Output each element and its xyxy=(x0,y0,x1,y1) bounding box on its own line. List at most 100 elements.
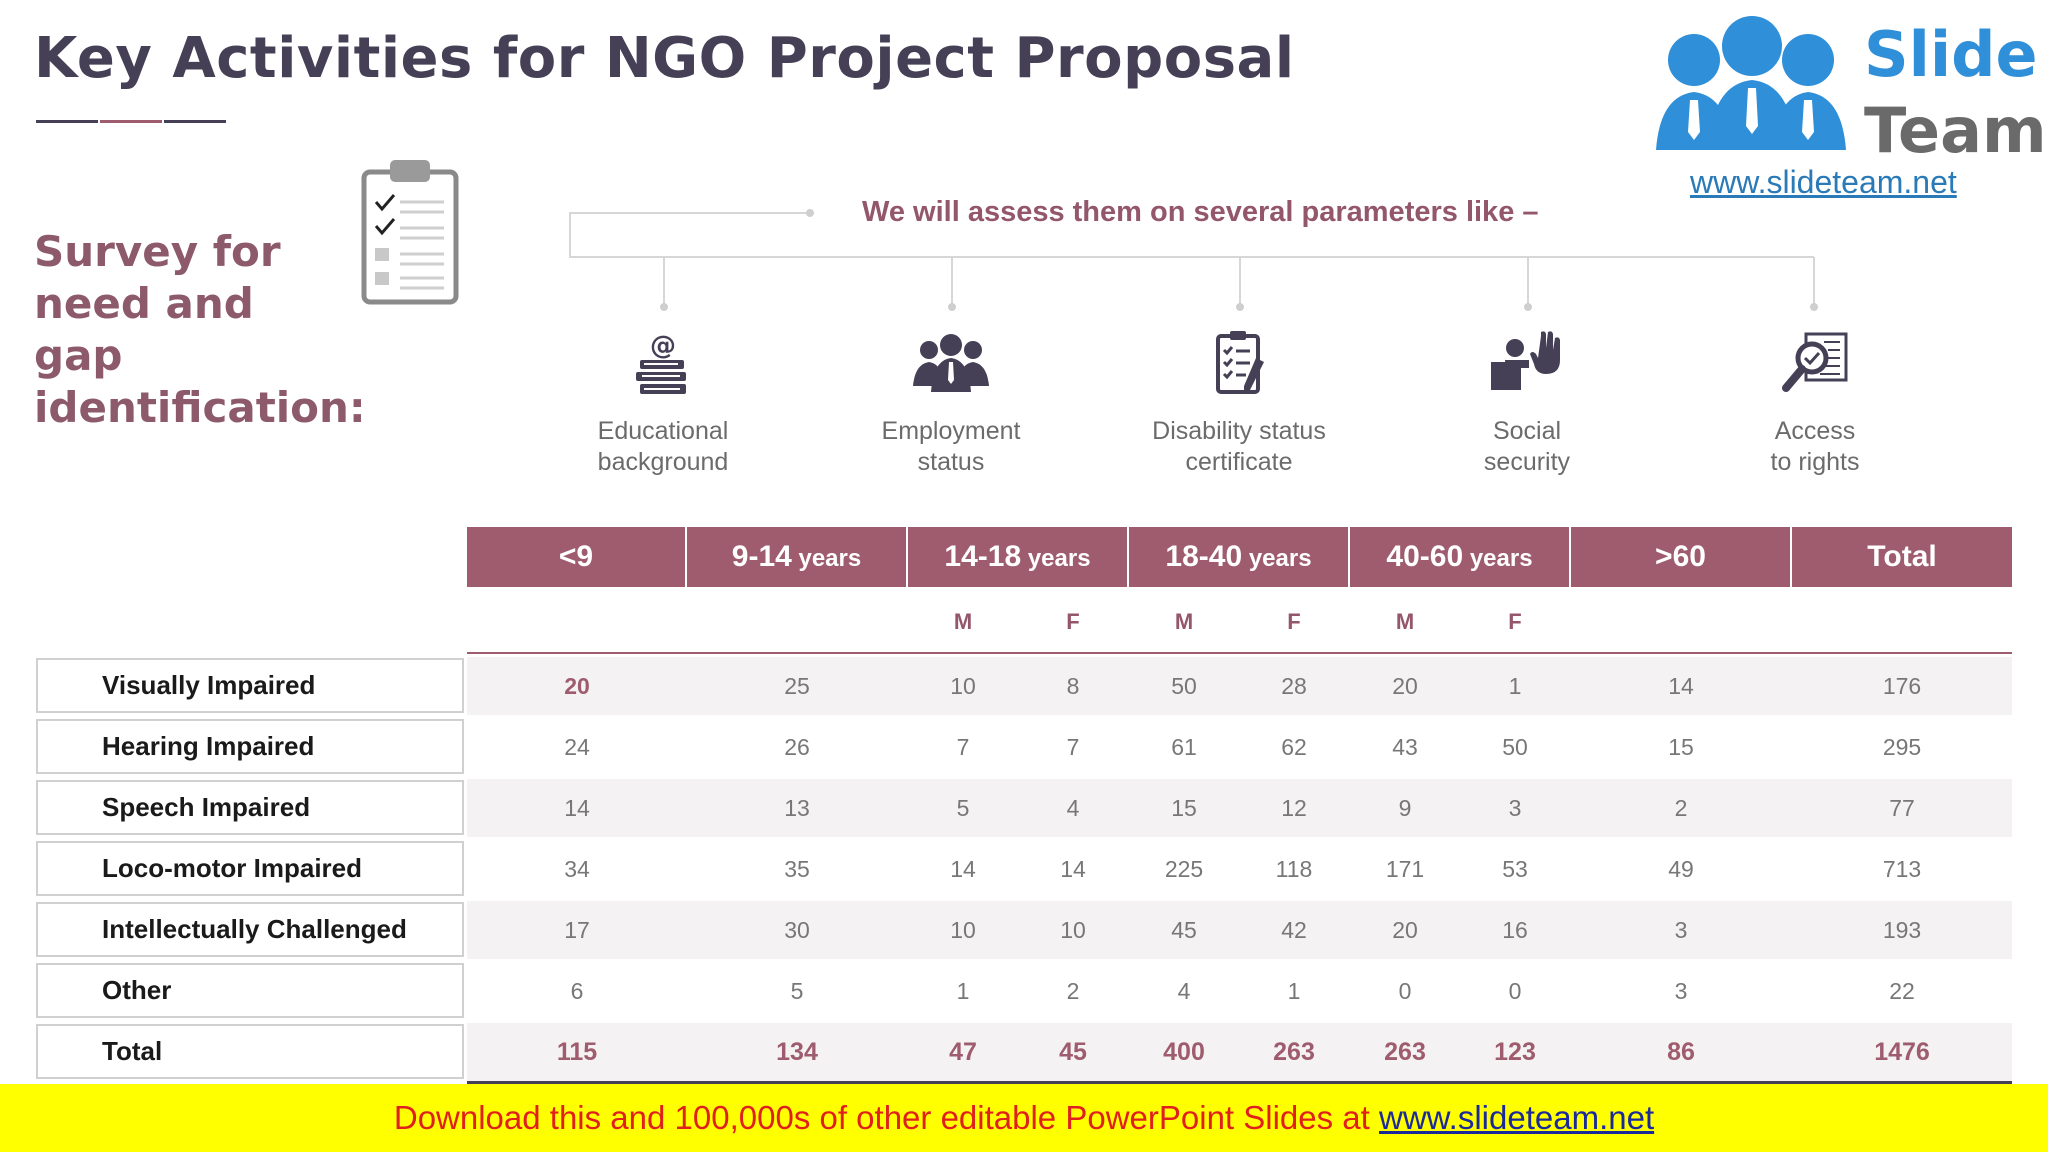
table-row: Intellectually Challenged 17 30 10 10 45 42 20 1… xyxy=(34,901,2012,959)
table-cell: 263 xyxy=(1273,1038,1315,1066)
table-header-9-14: 9-14 years xyxy=(687,527,908,587)
table-cell: 3 xyxy=(1674,978,1688,1004)
table-cell: 7 xyxy=(1066,734,1080,760)
table-cell: 2 xyxy=(1674,795,1688,821)
table-cell: 20 xyxy=(1392,917,1418,943)
table-cell: 45 xyxy=(1171,917,1197,943)
slideteam-logo[interactable]: Slide Team www.slideteam.net xyxy=(1638,0,2047,200)
table-cell: 0 xyxy=(1398,978,1412,1004)
table-cell: 14 xyxy=(1668,673,1694,699)
row-label: Visually Impaired xyxy=(36,658,464,713)
parameter-label: Educational background xyxy=(597,417,729,476)
row-cells: 24 26 7 7 61 62 43 50 15 295 xyxy=(467,718,2012,776)
people-logo-icon xyxy=(1656,16,1846,150)
logo-url-link[interactable]: www.slideteam.net xyxy=(1690,164,1957,200)
clipboard-checklist-icon xyxy=(361,160,459,305)
table-cell: 15 xyxy=(1171,795,1197,821)
table-cell: 1476 xyxy=(1874,1038,1930,1066)
checklist-pencil-icon xyxy=(1216,331,1264,394)
table-cell: 22 xyxy=(1889,978,1915,1004)
table-cell: 77 xyxy=(1889,795,1915,821)
table-cell: 20 xyxy=(564,673,590,699)
subheader-male: M xyxy=(953,609,973,634)
row-label: Hearing Impaired xyxy=(36,719,464,774)
table-cell: 10 xyxy=(950,673,976,699)
table-cell: 1 xyxy=(1508,673,1522,699)
table-header-18-40: 18-40 years xyxy=(1129,527,1350,587)
table-cell: 30 xyxy=(784,917,810,943)
parameters-heading: We will assess them on several parameter… xyxy=(862,196,1539,228)
title-underline xyxy=(164,120,226,123)
table-cell: 16 xyxy=(1502,917,1528,943)
logo-word-team: Team xyxy=(1864,94,2047,167)
table-cell: 50 xyxy=(1171,673,1197,699)
parameter-social-security: Social security xyxy=(1397,328,1657,478)
table-cell: 0 xyxy=(1508,978,1522,1004)
banner-link[interactable]: www.slideteam.net xyxy=(1379,1099,1655,1136)
table-cell: 123 xyxy=(1494,1038,1536,1066)
table-cell: 15 xyxy=(1668,734,1694,760)
table-cell: 49 xyxy=(1668,856,1694,882)
table-header-14-18: 14-18 years xyxy=(908,527,1129,587)
subheader-female: F xyxy=(1508,609,1522,634)
table-cell: 263 xyxy=(1384,1038,1426,1066)
table-cell: 193 xyxy=(1882,917,1922,943)
table-row: Visually Impaired 20 25 10 8 50 28 20 1 14 176 xyxy=(34,657,2012,715)
subheader-male: M xyxy=(1395,609,1415,634)
parameter-label: Access to rights xyxy=(1770,417,1860,476)
table-header-row: <9 9-14 years 14-18 years 18-40 years 40… xyxy=(467,527,2012,587)
table-row: Total 115 134 47 45 400 263 263 123 86 1476 xyxy=(34,1023,2012,1084)
row-cells: 6 5 1 2 4 1 0 0 3 22 xyxy=(467,962,2012,1020)
table-row: Loco-motor Impaired 34 35 14 14 225 118 171 53 49… xyxy=(34,840,2012,898)
table-cell: 5 xyxy=(790,978,804,1004)
table-subheader-row: M F M F M F xyxy=(467,587,2012,654)
table-cell: 53 xyxy=(1502,856,1528,882)
row-label: Loco-motor Impaired xyxy=(36,841,464,896)
table-cell: 24 xyxy=(564,734,590,760)
table-cell: 9 xyxy=(1398,795,1412,821)
table-cell: 1 xyxy=(956,978,970,1004)
table-cell: 61 xyxy=(1171,734,1197,760)
table-cell: 115 xyxy=(556,1038,598,1066)
table-header-over-60: >60 xyxy=(1571,527,1792,587)
row-label: Total xyxy=(36,1024,464,1079)
table-cell: 25 xyxy=(784,673,810,699)
logo-word-slide: Slide xyxy=(1864,18,2038,91)
table-row: Hearing Impaired 24 26 7 7 61 62 43 50 15 295 xyxy=(34,718,2012,776)
table-cell: 2 xyxy=(1066,978,1080,1004)
title-underline xyxy=(36,120,98,123)
table-cell: 45 xyxy=(1059,1038,1087,1066)
subheader-female: F xyxy=(1287,609,1301,634)
table-cell: 86 xyxy=(1667,1038,1695,1066)
table-cell: 43 xyxy=(1392,734,1418,760)
table-row: Other 6 5 1 2 4 1 0 0 3 22 xyxy=(34,962,2012,1020)
parameter-disability-status: Disability status certificate xyxy=(1109,328,1369,478)
parameter-label: Disability status certificate xyxy=(1152,417,1326,476)
parameter-connector xyxy=(569,209,1818,311)
table-cell: 134 xyxy=(776,1038,818,1066)
table-cell: 13 xyxy=(784,795,810,821)
table-cell: 7 xyxy=(956,734,970,760)
parameter-educational-background: @ Educational background xyxy=(533,328,793,478)
row-label: Other xyxy=(36,963,464,1018)
row-cells: 34 35 14 14 225 118 171 53 49 713 xyxy=(467,840,2012,898)
svg-text:@: @ xyxy=(650,331,676,361)
parameter-label: Social security xyxy=(1483,417,1571,476)
table-cell: 26 xyxy=(784,734,810,760)
table-cell: 225 xyxy=(1164,856,1204,882)
table-cell: 14 xyxy=(950,856,976,882)
table-cell: 3 xyxy=(1508,795,1522,821)
table-cell: 14 xyxy=(564,795,590,821)
row-cells: 20 25 10 8 50 28 20 1 14 176 xyxy=(467,657,2012,715)
survey-heading: Survey for need and gap identification: xyxy=(34,227,366,432)
table-cell: 14 xyxy=(1060,856,1086,882)
banner-text: Download this and 100,000s of other edit… xyxy=(393,1099,1379,1136)
table-header-total: Total xyxy=(1792,527,2012,587)
table-cell: 118 xyxy=(1275,856,1313,882)
subheader-female: F xyxy=(1066,609,1080,634)
parameter-access-to-rights: Access to rights xyxy=(1685,328,1945,478)
title-underline xyxy=(100,120,162,123)
table-cell: 295 xyxy=(1882,734,1922,760)
table-cell: 50 xyxy=(1502,734,1528,760)
row-cells: 115 134 47 45 400 263 263 123 86 1476 xyxy=(467,1023,2012,1084)
